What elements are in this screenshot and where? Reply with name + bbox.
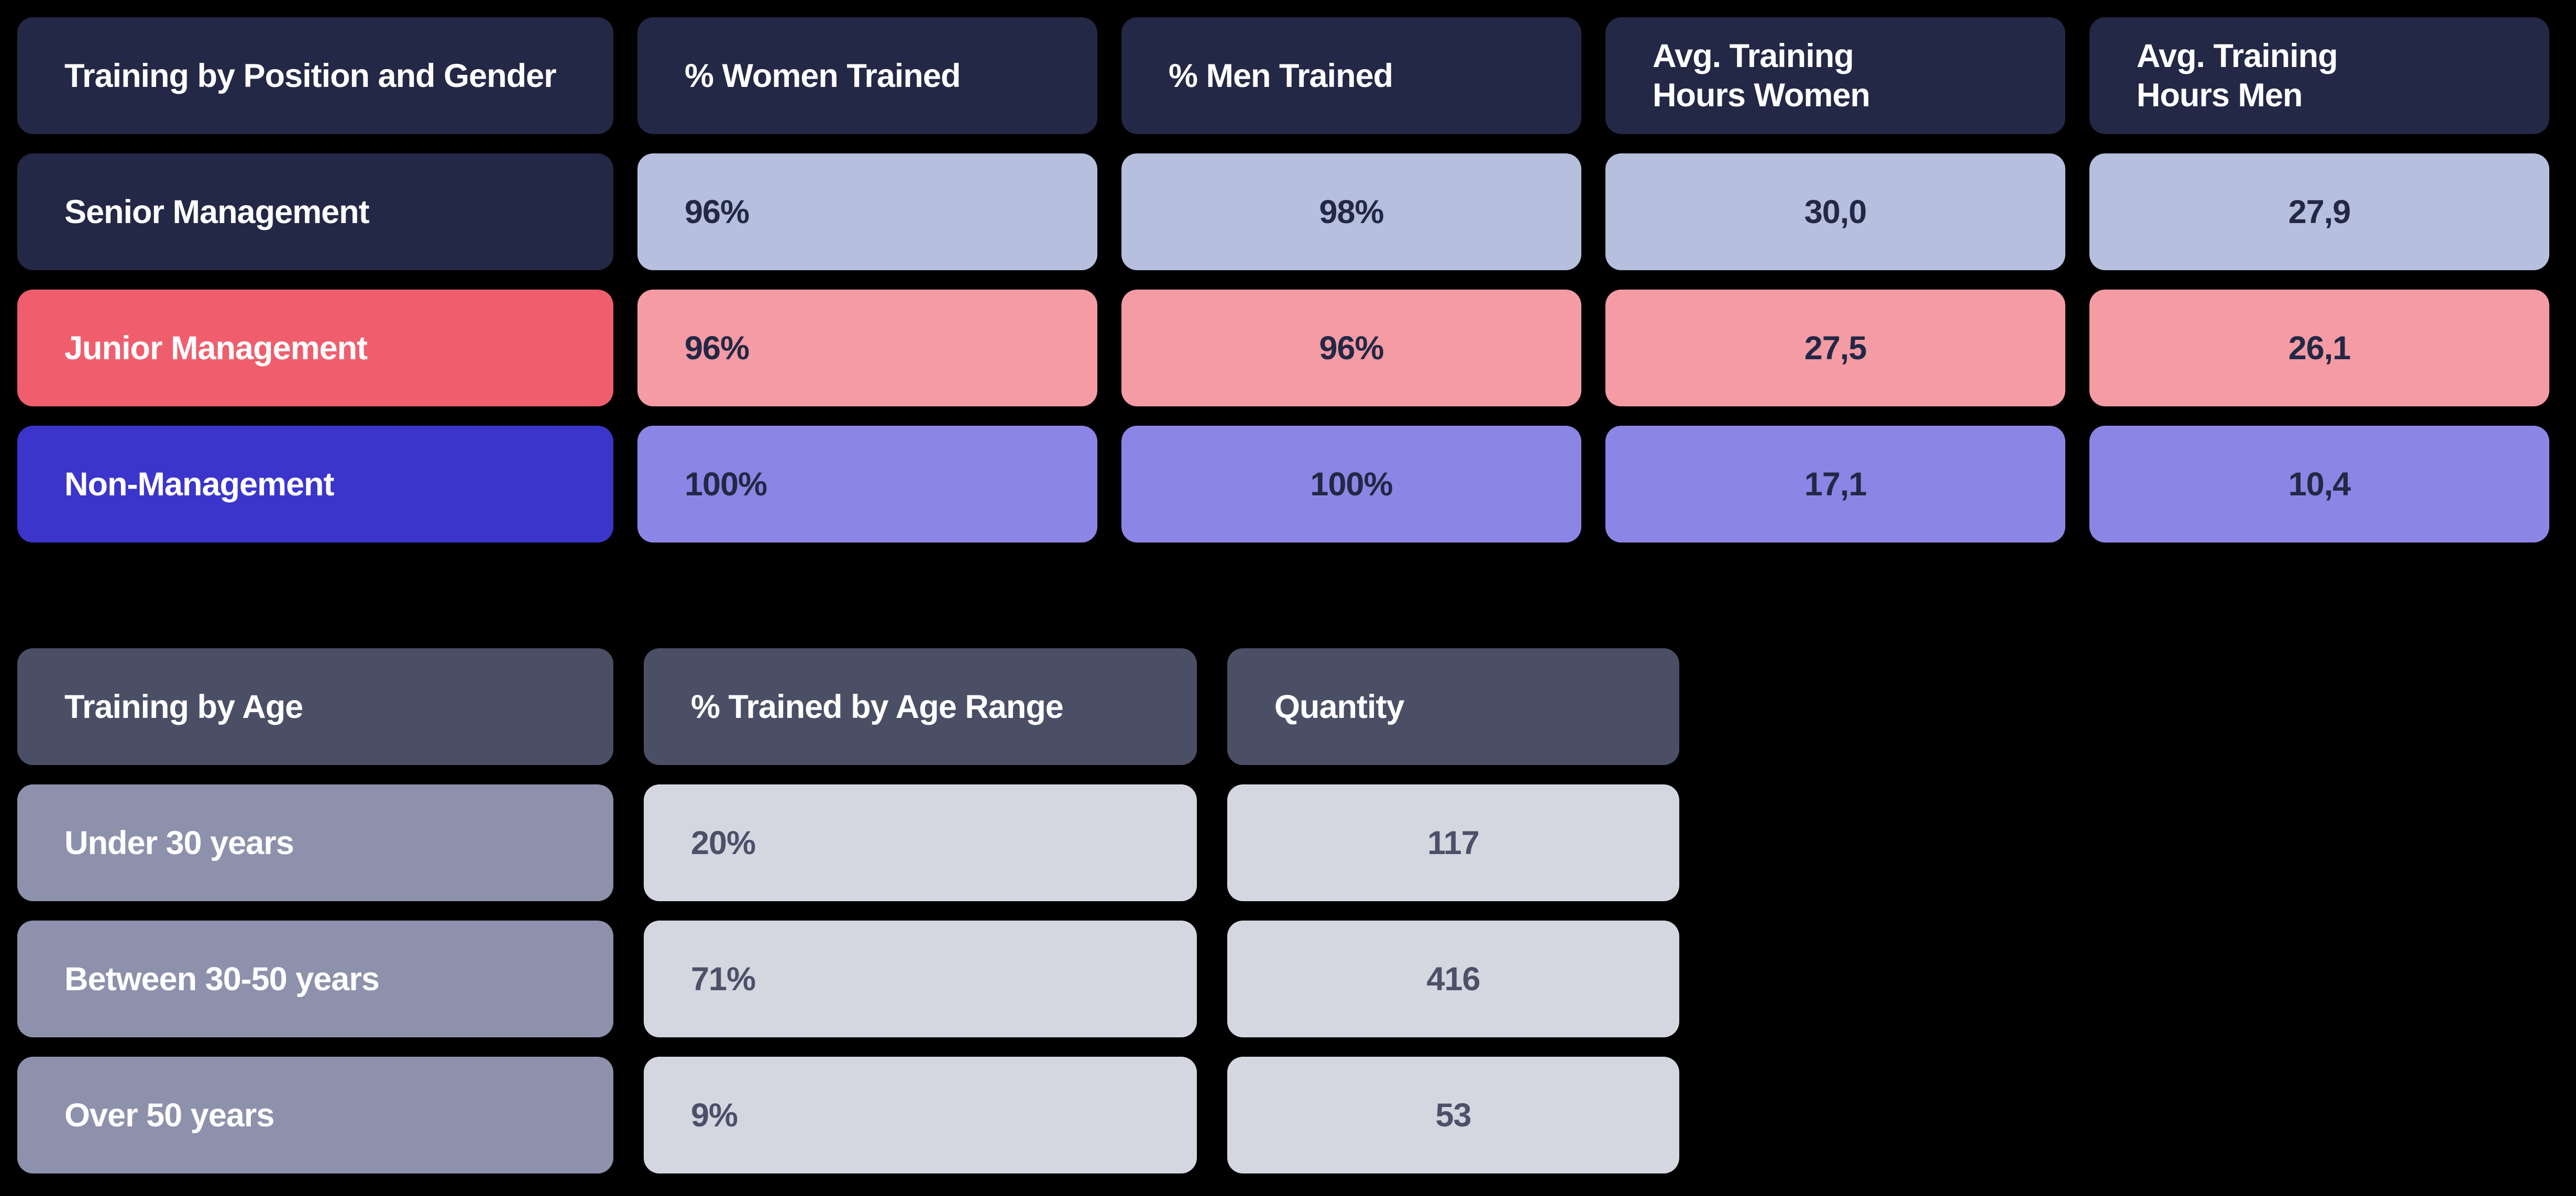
cell-senior-avg-hours-men: 27,9 — [2089, 153, 2549, 270]
cell-under30-percent-trained: 20% — [644, 784, 1197, 901]
cell-senior-women-trained: 96% — [637, 153, 1097, 270]
cell-senior-avg-hours-women: 30,0 — [1605, 153, 2065, 270]
table1-title-cell: Training by Position and Gender — [17, 17, 613, 134]
row-label-non-management: Non-Management — [17, 426, 613, 542]
table2-header-quantity: Quantity — [1227, 648, 1679, 765]
cell-over50-quantity: 53 — [1227, 1057, 1679, 1173]
cell-nonmgmt-avg-hours-men: 10,4 — [2089, 426, 2549, 542]
table2-header-trained-by-age-range: % Trained by Age Range — [644, 648, 1197, 765]
cell-junior-avg-hours-women: 27,5 — [1605, 290, 2065, 406]
cell-nonmgmt-women-trained: 100% — [637, 426, 1097, 542]
cell-between3050-quantity: 416 — [1227, 921, 1679, 1037]
table1-header-women-trained: % Women Trained — [637, 17, 1097, 134]
cell-under30-quantity: 117 — [1227, 784, 1679, 901]
table-training-by-position-and-gender: Training by Position and Gender % Women … — [17, 17, 2549, 542]
cell-junior-avg-hours-men: 26,1 — [2089, 290, 2549, 406]
cell-over50-percent-trained: 9% — [644, 1057, 1197, 1173]
table1-header-avg-hours-men: Avg. Training Hours Men — [2089, 17, 2549, 134]
cell-between3050-percent-trained: 71% — [644, 921, 1197, 1037]
row-label-under-30-years: Under 30 years — [17, 784, 613, 901]
row-label-senior-management: Senior Management — [17, 153, 613, 270]
row-label-between-30-50-years: Between 30-50 years — [17, 921, 613, 1037]
cell-nonmgmt-avg-hours-women: 17,1 — [1605, 426, 2065, 542]
cell-senior-men-trained: 98% — [1121, 153, 1581, 270]
table1-header-avg-hours-women: Avg. Training Hours Women — [1605, 17, 2065, 134]
row-label-junior-management: Junior Management — [17, 290, 613, 406]
table2-title-cell: Training by Age — [17, 648, 613, 765]
cell-junior-men-trained: 96% — [1121, 290, 1581, 406]
row-label-over-50-years: Over 50 years — [17, 1057, 613, 1173]
table1-header-men-trained: % Men Trained — [1121, 17, 1581, 134]
cell-junior-women-trained: 96% — [637, 290, 1097, 406]
cell-nonmgmt-men-trained: 100% — [1121, 426, 1581, 542]
table-training-by-age: Training by Age % Trained by Age Range Q… — [17, 648, 1679, 1173]
